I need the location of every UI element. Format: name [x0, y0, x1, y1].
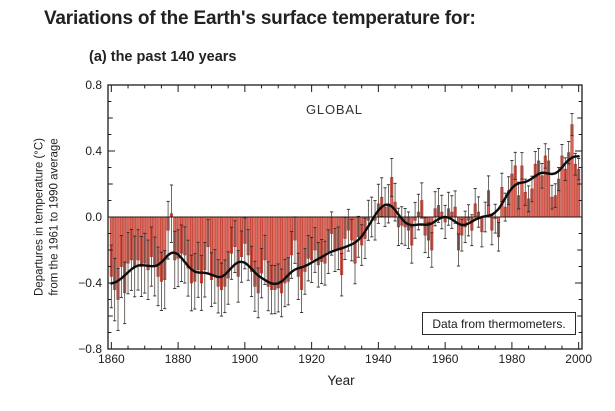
series-label-global: GLOBAL [306, 102, 363, 117]
svg-text:1980: 1980 [499, 352, 526, 366]
svg-text:1900: 1900 [232, 352, 259, 366]
svg-text:0.0: 0.0 [85, 210, 102, 224]
data-source-text: Data from thermometers. [432, 316, 566, 331]
svg-text:0.4: 0.4 [85, 144, 102, 158]
svg-text:0.8: 0.8 [85, 78, 102, 92]
svg-text:1860: 1860 [98, 352, 125, 366]
panel-a-subtitle: (a) the past 140 years [89, 49, 237, 65]
svg-text:2000: 2000 [565, 352, 592, 366]
data-source-note: Data from thermometers. [422, 312, 576, 335]
figure-title: Variations of the Earth's surface temper… [44, 8, 476, 29]
svg-text:−0.8: −0.8 [78, 342, 102, 356]
svg-text:1880: 1880 [165, 352, 192, 366]
svg-text:1940: 1940 [365, 352, 392, 366]
svg-text:1920: 1920 [298, 352, 325, 366]
svg-text:−0.4: −0.4 [78, 276, 102, 290]
x-axis-title: Year [327, 373, 355, 388]
svg-text:1960: 1960 [432, 352, 459, 366]
